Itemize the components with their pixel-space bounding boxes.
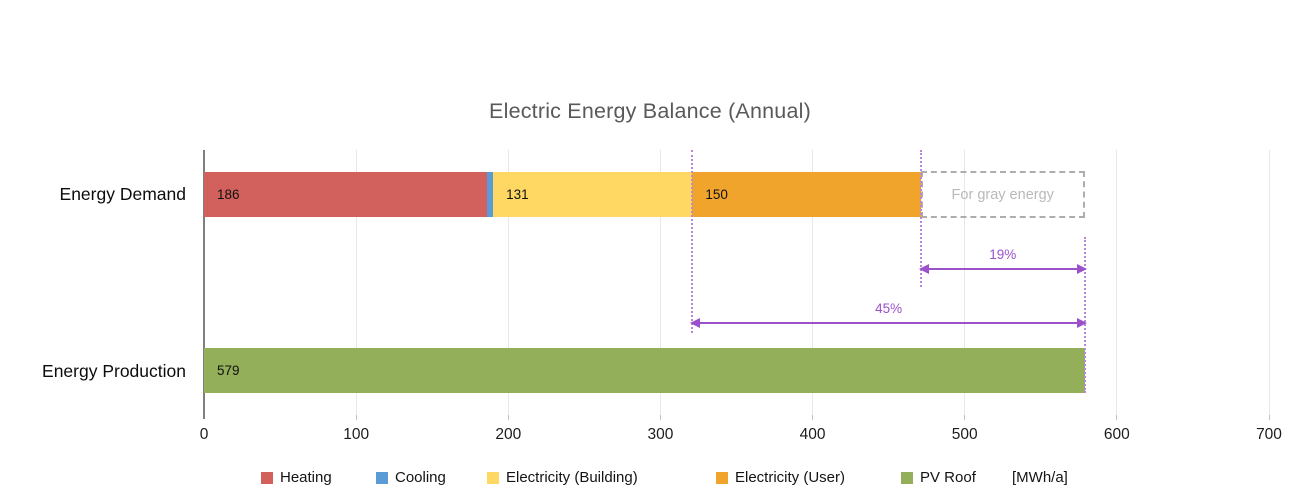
legend-label: Electricity (User) <box>735 469 846 486</box>
gridline-700 <box>1268 150 1270 415</box>
x-axis-label-100: 100 <box>343 426 370 443</box>
gridline-600 <box>1116 150 1118 415</box>
bar-segment-pv-roof: 579 <box>204 348 1085 393</box>
legend-item-electricity-user: Electricity (User) <box>716 467 845 488</box>
bar-segment-cooling <box>486 172 494 217</box>
gray-energy-box: For gray energy <box>920 171 1085 218</box>
x-axis-label-0: 0 <box>199 426 209 443</box>
x-axis-tick-200 <box>507 415 509 420</box>
x-axis-label-600: 600 <box>1103 426 1130 443</box>
bar-segment-electricity-user: 150 <box>692 172 921 217</box>
legend-label: Cooling <box>395 469 446 486</box>
dotted-guide-579 <box>1083 237 1086 393</box>
bar-row-energy-demand: 186 131 150 <box>204 172 1269 217</box>
x-axis-label-500: 500 <box>951 426 978 443</box>
bar-value-label: 131 <box>506 187 529 202</box>
legend-swatch-cooling <box>376 471 388 484</box>
chart-title: Electric Energy Balance (Annual) <box>489 99 811 123</box>
legend-label: Heating <box>280 469 332 486</box>
legend-item-cooling: Cooling <box>376 467 446 488</box>
percent-arrow-label: 19% <box>989 247 1017 262</box>
x-axis-tick-300 <box>659 415 661 420</box>
x-axis-label-400: 400 <box>799 426 826 443</box>
gray-energy-box-label: For gray energy <box>951 186 1054 203</box>
dotted-guide-321 <box>691 150 694 333</box>
legend-label: Electricity (Building) <box>506 469 638 486</box>
unit-label: [MWh/a] <box>1012 469 1068 486</box>
plot-area: 0 100 200 300 400 500 600 700 186 131 150 579 For gr… <box>200 150 1282 443</box>
percent-arrow-19 <box>918 264 1087 274</box>
x-axis-tick-400 <box>812 415 814 420</box>
x-axis-tick-600 <box>1116 415 1118 420</box>
legend-item-electricity-building: Electricity (Building) <box>487 467 638 488</box>
gridline-500 <box>964 150 966 415</box>
y-axis-line <box>203 150 205 419</box>
legend-swatch-pv-roof <box>901 471 913 484</box>
x-axis-tick-100 <box>355 415 357 420</box>
bar-segment-electricity-building: 131 <box>493 172 693 217</box>
bar-segment-heating: 186 <box>204 172 487 217</box>
x-axis-label-700: 700 <box>1256 426 1282 443</box>
bar-value-label: 186 <box>217 187 240 202</box>
legend-item-pv-roof: PV Roof <box>901 467 976 488</box>
legend-swatch-electricity-user <box>716 471 728 484</box>
dotted-guide-471 <box>919 150 922 287</box>
legend-swatch-heating <box>261 471 273 484</box>
percent-arrow-45 <box>690 318 1087 328</box>
gridline-100 <box>355 150 357 415</box>
bar-value-label: 579 <box>217 363 240 378</box>
category-label-energy-production: Energy Production <box>42 361 186 381</box>
arrowhead-left-icon <box>690 318 701 328</box>
x-axis-label-300: 300 <box>647 426 674 443</box>
x-axis-tick-500 <box>964 415 966 420</box>
arrowhead-left-icon <box>918 264 929 274</box>
x-axis-tick-700 <box>1268 415 1270 420</box>
category-label-energy-demand: Energy Demand <box>59 184 186 204</box>
legend-item-heating: Heating <box>261 467 332 488</box>
percent-arrow-label: 45% <box>875 301 903 316</box>
legend-swatch-electricity-building <box>487 471 499 484</box>
arrowhead-right-icon <box>1076 318 1087 328</box>
arrowhead-right-icon <box>1076 264 1087 274</box>
gridline-400 <box>812 150 814 415</box>
bar-row-energy-production: 579 <box>204 348 1269 393</box>
gridline-200 <box>507 150 509 415</box>
gridline-300 <box>659 150 661 415</box>
bar-value-label: 150 <box>705 187 728 202</box>
x-axis-label-200: 200 <box>495 426 522 443</box>
legend-label: PV Roof <box>920 469 976 486</box>
